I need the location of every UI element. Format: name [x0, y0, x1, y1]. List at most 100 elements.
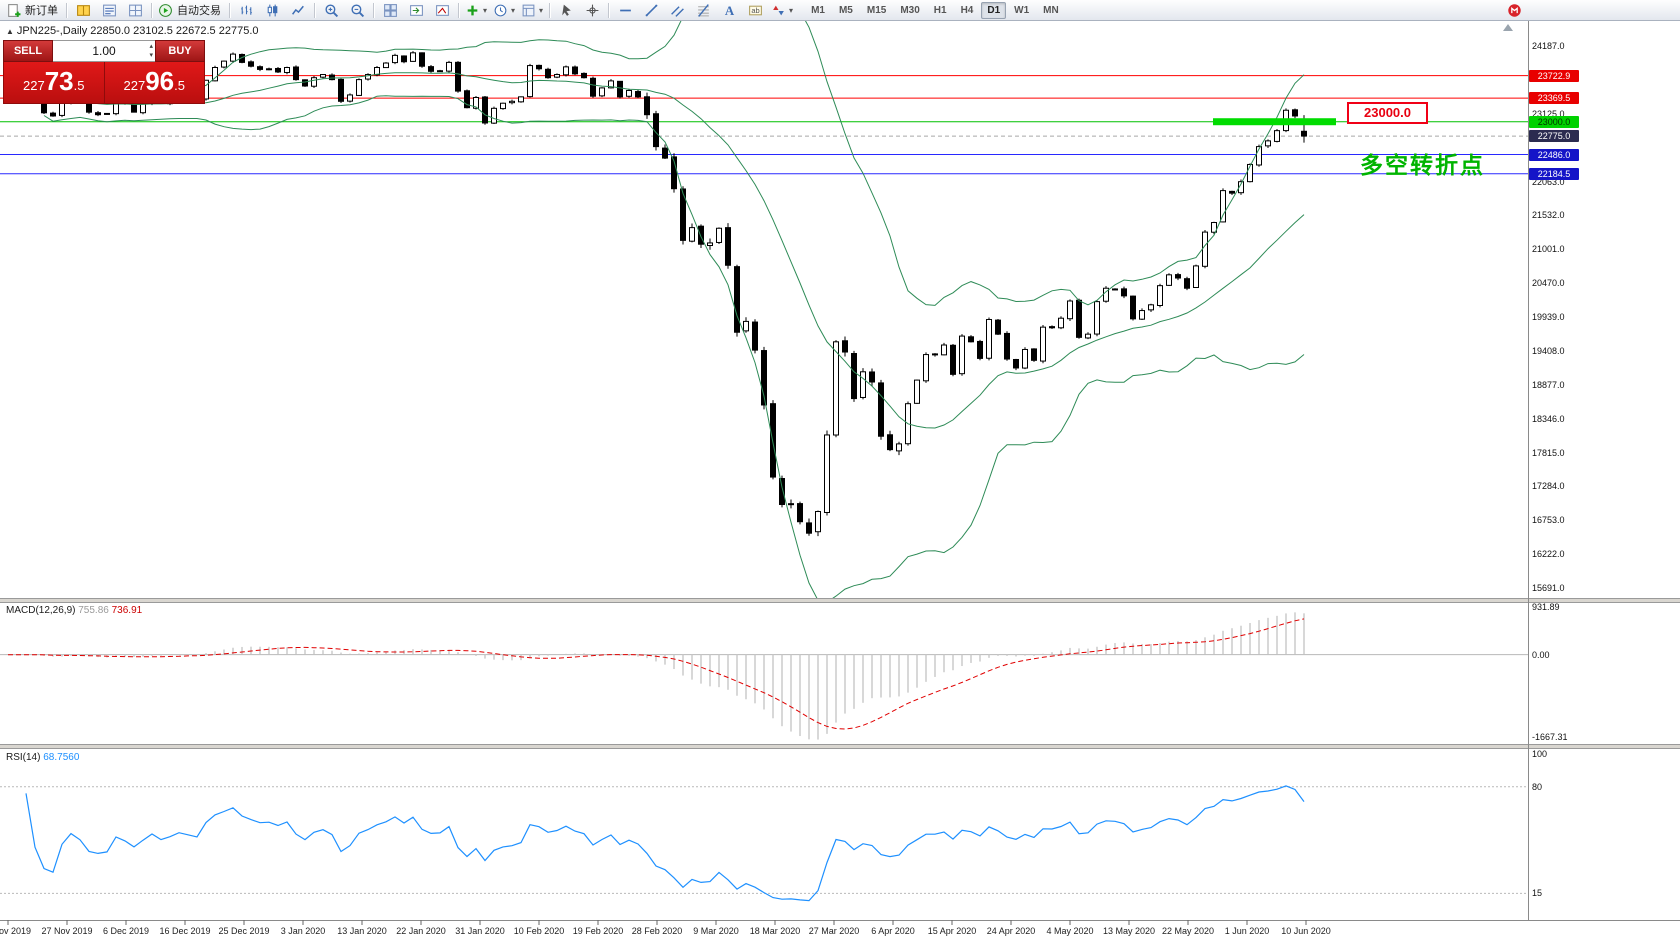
price-digits: 73 [44, 66, 74, 96]
price-digits: 227 [123, 78, 146, 93]
rsi-label: RSI(14) 68.7560 [6, 752, 79, 763]
price-digits: 96 [145, 66, 175, 96]
price-digits: .5 [174, 78, 185, 93]
horizontal-line-button[interactable] [612, 0, 638, 21]
buy-price-display[interactable]: 227 96.5 [105, 62, 205, 103]
price-annotation-box[interactable]: 23000.0 [1347, 102, 1428, 124]
timeframe-d1[interactable]: D1 [981, 1, 1007, 19]
macd-signal-line [7, 618, 1305, 730]
fibonacci-button[interactable] [690, 0, 716, 21]
new-order-button[interactable]: 新订单 [3, 0, 63, 21]
doc-plus-icon [8, 3, 21, 17]
terminal-button[interactable] [122, 0, 148, 21]
price-digits: .5 [73, 78, 85, 93]
zoom-in-button[interactable] [318, 0, 344, 21]
rsi-name: RSI(14) [6, 752, 41, 763]
labelT-icon: ab [748, 5, 762, 15]
svg-text:ab: ab [751, 6, 759, 15]
autotrading-button-label: 自动交易 [177, 5, 221, 17]
toolbar-separator [373, 2, 374, 18]
line-chart-button[interactable] [285, 0, 311, 21]
tile-windows-button[interactable] [377, 0, 403, 21]
timeframe-m15[interactable]: M15 [866, 4, 887, 16]
volume-input[interactable]: 1.00 ▴ ▾ [53, 40, 155, 62]
hline-icon [619, 9, 631, 11]
new-order-button-label: 新订单 [25, 5, 58, 17]
rsi-line [25, 785, 1305, 902]
autotrading-button[interactable]: 自动交易 [155, 0, 226, 21]
candlestick-series [5, 51, 1307, 537]
key-level-highlight-bar[interactable] [1213, 118, 1336, 126]
autoscroll-icon [435, 4, 449, 16]
arrows-button[interactable]: ▾ [768, 0, 796, 21]
scroll-up-icon[interactable] [1503, 24, 1513, 31]
dropdown-arrow-icon[interactable]: ▾ [483, 5, 488, 15]
bar-chart-button[interactable] [233, 0, 259, 21]
cursor-button[interactable] [553, 0, 579, 21]
price-digits: 227 [23, 78, 45, 93]
dropdown-arrow-icon[interactable]: ▾ [539, 5, 544, 15]
crosshair-button[interactable] [579, 0, 605, 21]
volume-value: 1.00 [92, 44, 116, 58]
bollinger-bands [43, 21, 1305, 598]
zoom-out-button[interactable] [344, 0, 370, 21]
community-icon [1507, 3, 1521, 17]
terminal-icon [128, 4, 142, 16]
volume-up-button[interactable]: ▴ [149, 43, 153, 50]
bars-icon [240, 5, 252, 15]
toolbar-separator [314, 2, 315, 18]
chart-shift-button[interactable] [403, 0, 429, 21]
one-click-collapse-icon[interactable]: ▲ [6, 27, 14, 36]
macd-label: MACD(12,26,9) 755.86 736.91 [6, 605, 142, 616]
dropdown-arrow-icon[interactable]: ▾ [511, 5, 516, 15]
auto-scroll-button[interactable] [429, 0, 455, 21]
data-window-button[interactable] [96, 0, 122, 21]
chart-title: JPN225-,Daily 22850.0 23102.5 22672.5 22… [16, 25, 259, 37]
volume-down-button[interactable]: ▾ [149, 52, 153, 59]
community-button[interactable] [1501, 0, 1527, 21]
timeframe-m30[interactable]: M30 [900, 4, 920, 16]
buy-button[interactable]: BUY [155, 40, 205, 62]
market-icon [102, 4, 116, 16]
timeframe-h4[interactable]: H4 [960, 4, 974, 16]
channel-icon [670, 5, 684, 17]
channel-button[interactable] [664, 0, 690, 21]
sell-price-display[interactable]: 227 73.5 [4, 62, 105, 103]
sell-button[interactable]: SELL [3, 40, 53, 62]
shift-icon [409, 4, 423, 16]
text-button[interactable]: A [716, 0, 742, 21]
timeframe-mn[interactable]: MN [1043, 4, 1059, 16]
play-icon [159, 3, 172, 17]
rsi-value: 68.7560 [43, 752, 80, 763]
cross-icon [586, 4, 598, 16]
timeframe-h1[interactable]: H1 [933, 4, 947, 16]
candles-icon [267, 4, 277, 16]
textA-icon: A [724, 3, 734, 17]
zoom-out-icon [350, 3, 364, 17]
arrows-icon [773, 5, 784, 15]
timeframe-m1[interactable]: M1 [811, 4, 825, 16]
toolbar-separator [608, 2, 610, 18]
label-button[interactable]: ab [742, 0, 768, 21]
timeframe-w1[interactable]: W1 [1014, 4, 1030, 16]
chart-header: ▲ JPN225-,Daily 22850.0 23102.5 22672.5 2… [6, 25, 259, 37]
timeframe-m5[interactable]: M5 [838, 4, 853, 16]
volume-spinner: ▴ ▾ [149, 42, 153, 60]
svg-text:A: A [724, 3, 734, 17]
dropdown-arrow-icon[interactable]: ▾ [789, 5, 794, 15]
periods-button[interactable]: ▾ [490, 0, 518, 21]
book-icon [76, 4, 90, 16]
clock-icon [494, 4, 507, 16]
market-watch-button[interactable] [70, 0, 96, 21]
templates-button[interactable]: ▾ [518, 0, 546, 21]
tline-icon [645, 4, 657, 16]
trendline-button[interactable] [638, 0, 664, 21]
add-indicator-button[interactable]: ▾ [462, 0, 490, 21]
toolbar-separator [549, 2, 551, 18]
macd-signal-value: 736.91 [111, 605, 143, 616]
candlestick-chart-button[interactable] [259, 0, 285, 21]
turning-point-annotation[interactable]: 多空转折点 [1360, 152, 1485, 178]
linechart-icon [291, 5, 304, 15]
